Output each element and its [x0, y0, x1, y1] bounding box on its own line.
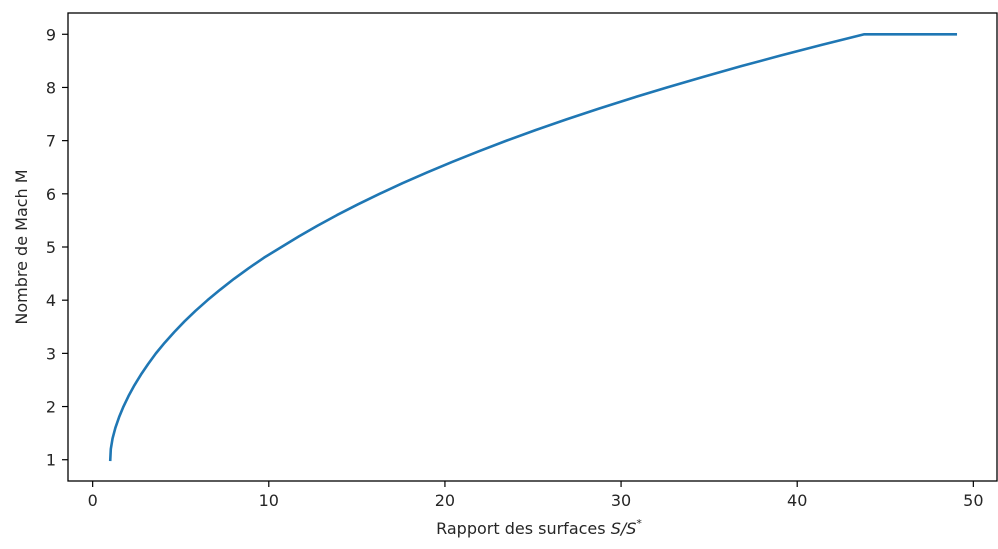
y-tick-label: 5 — [46, 238, 56, 257]
y-tick-label: 1 — [46, 451, 56, 470]
axes-frame — [67, 12, 998, 482]
x-tick-label: 30 — [611, 491, 631, 510]
plot-area — [108, 32, 958, 462]
x-tick-label: 40 — [787, 491, 807, 510]
y-tick-label: 6 — [46, 185, 56, 204]
x-axis-label-math: S/S — [611, 519, 637, 538]
series-line — [108, 32, 958, 462]
y-axis-label: Nombre de Mach M — [12, 169, 31, 324]
y-tick-label: 2 — [46, 398, 56, 417]
y-axis: 1 2 3 4 5 6 7 8 9 — [46, 25, 68, 470]
x-tick-label: 50 — [963, 491, 983, 510]
y-tick-label: 8 — [46, 78, 56, 97]
x-axis-label-superscript: * — [636, 517, 642, 530]
x-tick-label: 0 — [88, 491, 98, 510]
x-axis: 0 10 20 30 40 50 — [88, 481, 984, 510]
y-tick-label: 3 — [46, 344, 56, 363]
y-tick-label: 7 — [46, 132, 56, 151]
y-tick-label: 4 — [46, 291, 56, 310]
x-tick-label: 10 — [259, 491, 279, 510]
x-axis-label: Rapport des surfaces S/S* — [436, 517, 642, 538]
x-axis-label-text: Rapport des surfaces — [436, 519, 611, 538]
x-tick-label: 20 — [435, 491, 455, 510]
y-tick-label: 9 — [46, 25, 56, 44]
